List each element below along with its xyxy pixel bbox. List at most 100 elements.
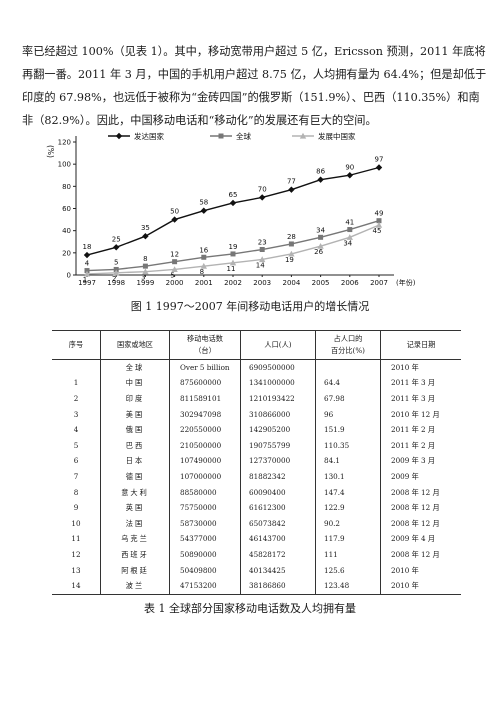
cell-country: 中国 <box>100 375 170 392</box>
data-point <box>288 241 294 247</box>
x-tick-label: 2006 <box>341 279 359 287</box>
header-percent: 占人口的 百分比(%) <box>315 330 381 360</box>
data-label: 70 <box>258 185 267 193</box>
data-point <box>113 244 120 251</box>
data-label: 23 <box>258 239 267 247</box>
cell-percent: 122.9 <box>315 500 381 516</box>
data-label: 49 <box>375 210 384 218</box>
data-point <box>83 270 91 277</box>
cell-no: 2 <box>73 393 79 403</box>
x-tick-label: 2001 <box>195 279 213 287</box>
data-label: 90 <box>345 163 354 171</box>
cell-phones: 107000000 <box>169 469 241 485</box>
data-point <box>375 221 383 228</box>
cell-population: 142905200 <box>240 422 316 438</box>
y-tick-label: 100 <box>58 161 71 169</box>
data-label: 2 <box>112 275 116 283</box>
header-date: 记录日期 <box>380 330 461 360</box>
data-label: 12 <box>170 251 179 259</box>
table-row: 9 英国 75750000 61612300 122.9 2008 年 12 月 <box>52 500 461 516</box>
table-row: 1 中国 875600000 1341000000 64.4 2011 年 3 月 <box>52 375 461 392</box>
cell-no: 8 <box>73 487 79 497</box>
data-label: 97 <box>375 155 384 163</box>
cell-no: 7 <box>73 471 79 481</box>
y-axis-label: (%) <box>46 145 55 158</box>
cell-population: 40134425 <box>240 562 316 579</box>
cell-no: 12 <box>71 549 81 559</box>
cell-country: 法国 <box>100 515 170 532</box>
table-row: 14 波兰 47153200 38186860 123.48 2010 年 <box>52 578 461 595</box>
cell-population: 1341000000 <box>240 375 316 392</box>
cell-date: 2010 年 12 月 <box>380 406 461 423</box>
cell-date: 2011 年 3 月 <box>380 375 461 392</box>
data-label: 26 <box>314 248 323 256</box>
cell-population: 310866000 <box>240 406 316 423</box>
cell-date: 2010 年 <box>380 562 461 579</box>
cell-population: 60090400 <box>240 484 316 501</box>
mobile-phone-table: 序号 国家或地区 移动电话数 （台） 人口(人) 占人口的 百分比(%) 记录日期 … <box>52 330 461 595</box>
table-caption: 表 1 全球部分国家移动电话数及人均拥有量 <box>144 602 356 615</box>
cell-population: 6909500000 <box>240 359 316 376</box>
cell-percent: 117.9 <box>315 531 381 548</box>
cell-no: 1 <box>73 378 79 388</box>
cell-phones: 302947098 <box>169 406 241 423</box>
cell-no: 11 <box>71 534 81 544</box>
cell-country: 印度 <box>100 391 170 407</box>
x-tick-label: 1997 <box>78 279 96 287</box>
cell-population: 46143700 <box>240 531 316 548</box>
data-point <box>172 259 178 265</box>
data-point <box>346 234 353 240</box>
data-label: 35 <box>141 224 150 232</box>
table-row: 5 巴西 210500000 190755799 110.35 2011 年 2 月 <box>52 437 461 454</box>
cell-phones: 210500000 <box>169 437 241 454</box>
cell-percent: 151.9 <box>315 422 381 438</box>
cell-date: 2011 年 2 月 <box>380 437 461 454</box>
data-point <box>201 254 207 260</box>
cell-population: 45828172 <box>240 547 316 563</box>
legend-label: 发达国家 <box>134 131 164 141</box>
cell-no: 14 <box>52 578 101 595</box>
cell-phones: 811589101 <box>169 391 241 407</box>
legend-marker <box>218 133 224 139</box>
table-row: 4 俄国 220550000 142905200 151.9 2011 年 2 月 <box>52 422 461 438</box>
data-point <box>171 216 178 223</box>
data-label: 65 <box>229 191 238 199</box>
cell-no <box>52 360 101 376</box>
data-label: 4 <box>85 260 90 268</box>
cell-date: 2010 年 <box>380 359 461 376</box>
cell-phones: 220550000 <box>169 422 241 438</box>
cell-date: 2009 年 <box>380 469 461 485</box>
data-point <box>346 172 353 179</box>
x-tick-label: 2002 <box>224 279 242 287</box>
cell-percent: 96 <box>315 406 381 423</box>
cell-date: 2008 年 12 月 <box>380 500 461 516</box>
x-tick-label: 1998 <box>107 279 125 287</box>
body-paragraph: 率已经超过 100%（见表 1）。其中，移动宽带用户超过 5 亿，Ericsso… <box>22 40 487 132</box>
cell-date: 2008 年 12 月 <box>380 515 461 532</box>
cell-phones: 58730000 <box>169 515 241 532</box>
cell-no: 3 <box>73 409 79 419</box>
data-label: 19 <box>229 243 238 251</box>
cell-country: 全球 <box>100 359 170 376</box>
data-point <box>317 176 324 183</box>
table-header-row: 序号 国家或地区 移动电话数 （台） 人口(人) 占人口的 百分比(%) 记录日期 <box>52 330 461 360</box>
header-phones-line1: 移动电话数 <box>187 334 223 343</box>
cell-country: 波兰 <box>100 578 170 595</box>
x-tick-label: 2004 <box>282 279 300 287</box>
cell-country: 意大利 <box>100 484 170 501</box>
table-row: 全球 Over 5 billion 6909500000 2010 年 <box>52 359 461 376</box>
cell-date: 2011 年 2 月 <box>380 422 461 438</box>
data-point <box>142 263 148 269</box>
cell-population: 1210193422 <box>240 391 316 407</box>
data-label: 28 <box>287 233 296 241</box>
data-label: 18 <box>83 243 92 251</box>
header-population: 人口(人) <box>240 330 316 360</box>
data-label: 25 <box>112 235 121 243</box>
y-tick-label: 80 <box>62 183 71 191</box>
y-tick-label: 60 <box>62 205 71 213</box>
paragraph-line: 再翻一番。2011 年 3 月，中国的手机用户超过 8.75 亿，人均拥有量为 … <box>22 68 487 81</box>
figure-caption: 图 1 1997～2007 年间移动电话用户的增长情况 <box>130 300 370 313</box>
header-percent-line2: 百分比(%) <box>330 346 365 355</box>
data-point <box>259 194 266 201</box>
